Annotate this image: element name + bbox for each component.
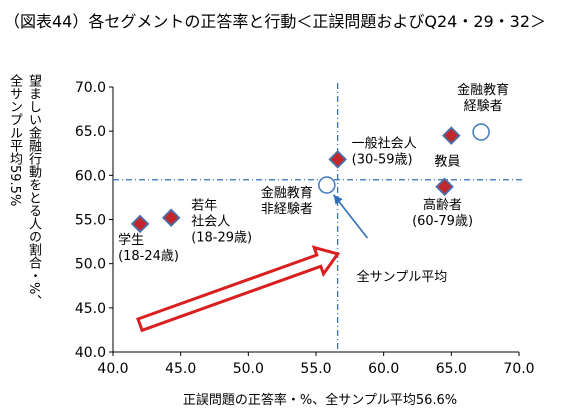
point-label-line: 非経験者 xyxy=(261,202,313,217)
point-label-line: 社会人 xyxy=(191,214,230,230)
axes: 40.0 45.0 50.0 55.0 60.0 65.0 70.0 40.0 45.0 50.0… xyxy=(75,80,535,377)
point-marker-diamond xyxy=(161,208,181,227)
point-label-line: (18-29歳) xyxy=(191,231,252,246)
x-tick-label: 50.0 xyxy=(233,361,264,377)
point-label-line: 経験者 xyxy=(464,99,503,114)
trend-arrow xyxy=(136,245,341,333)
point-marker-diamond xyxy=(435,177,454,197)
point-marker-circle xyxy=(318,176,336,194)
point-label-line: 若年 xyxy=(191,198,217,214)
point-label-line: 教員 xyxy=(434,154,460,170)
point-label-line: 金融教育 xyxy=(457,82,509,98)
y-tick-label: 60.0 xyxy=(75,168,106,184)
point-label: 一般社会人(30-59歳) xyxy=(352,135,417,167)
point-label: 高齢者(60-79歳) xyxy=(412,197,473,229)
point-marker-diamond xyxy=(442,126,461,145)
point-label: 若年社会人(18-29歳) xyxy=(191,198,252,246)
point-label: 金融教育非経験者 xyxy=(261,185,313,217)
point-labels: 全サンプル平均 学生(18-24歳) 若年社会人(18-29歳) 一般社会人(30-5… xyxy=(118,82,509,285)
chart-title: （図表44）各セグメントの正答率と行動＜正誤問題およびQ24・29・32＞ xyxy=(4,12,547,31)
y-tick-label: 40.0 xyxy=(75,345,106,361)
annotation-pointer-head xyxy=(333,194,343,205)
point-label-line: 高齢者 xyxy=(423,197,462,213)
point-marker-diamond xyxy=(130,214,150,234)
y-axis-label-line-1: 望ましい金融行動をとる人の割合・%、 xyxy=(26,74,41,308)
data-marks xyxy=(130,123,490,234)
point-label-line: 一般社会人 xyxy=(352,135,417,151)
point-label: 学生(18-24歳) xyxy=(118,232,179,264)
annotation-pointer-line xyxy=(332,194,369,239)
average-annotation: 全サンプル平均 xyxy=(357,269,448,285)
x-tick-label: 40.0 xyxy=(97,361,128,377)
reference-lines xyxy=(113,83,523,352)
point-label-line: (18-24歳) xyxy=(118,249,179,264)
point-label-line: (30-59歳) xyxy=(352,152,413,167)
point-label-line: 学生 xyxy=(118,232,144,248)
point-label: 金融教育経験者 xyxy=(457,82,509,114)
y-tick-label: 55.0 xyxy=(75,213,106,229)
y-tick-label: 45.0 xyxy=(75,301,106,317)
x-tick-label: 65.0 xyxy=(436,361,467,377)
y-tick-label: 50.0 xyxy=(75,257,106,273)
x-axis-label-group: 正誤問題の正答率・%、全サンプル平均56.6% xyxy=(183,392,457,408)
y-tick-label: 65.0 xyxy=(75,124,106,140)
x-tick-label: 60.0 xyxy=(368,361,399,377)
x-axis-label: 正誤問題の正答率・%、全サンプル平均56.6% xyxy=(183,392,457,408)
y-axis-label: 望ましい金融行動をとる人の割合・%、 全サンプル平均59.5% xyxy=(7,74,78,374)
point-label: 教員 xyxy=(434,154,460,170)
x-tick-label: 55.0 xyxy=(300,361,331,377)
point-marker-circle xyxy=(472,123,490,141)
x-tick-label: 70.0 xyxy=(503,361,534,377)
point-marker-diamond xyxy=(328,150,347,169)
x-tick-label: 45.0 xyxy=(165,361,196,377)
point-label-line: 金融教育 xyxy=(261,185,313,201)
y-tick-label: 70.0 xyxy=(75,80,106,96)
point-label-line: (60-79歳) xyxy=(412,214,473,229)
arrows xyxy=(136,194,369,333)
y-axis-label-line-2: 全サンプル平均59.5% xyxy=(7,74,22,207)
